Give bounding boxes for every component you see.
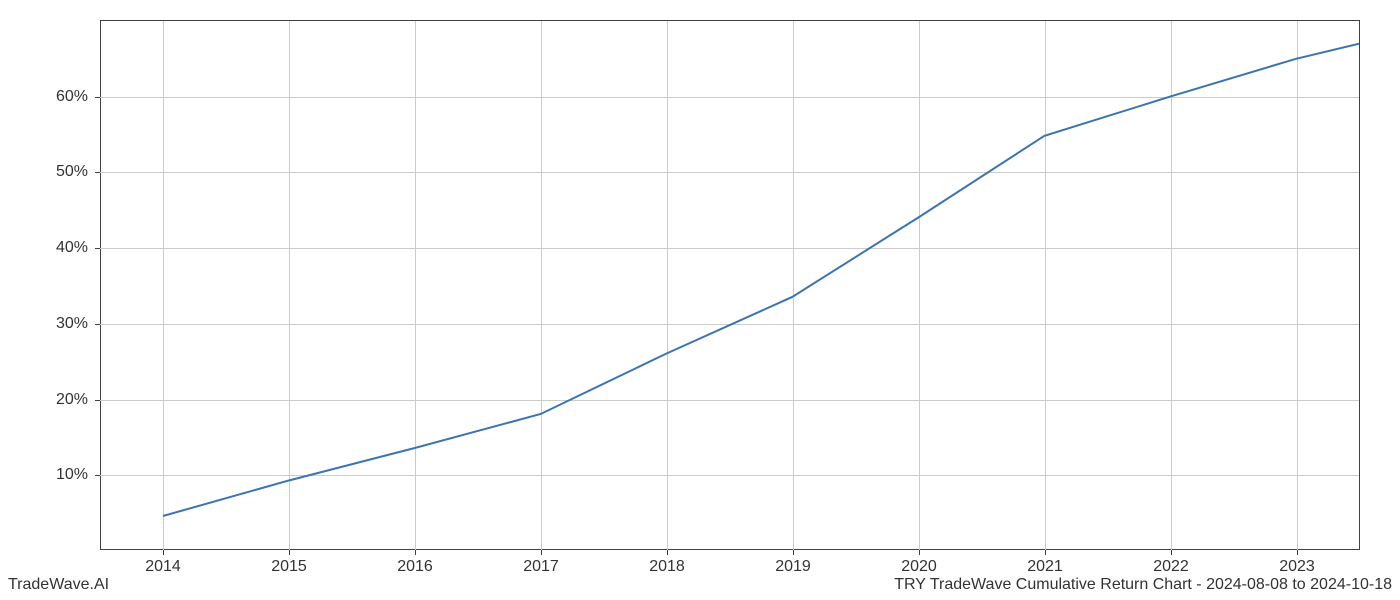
y-tick-label: 30%: [56, 315, 88, 333]
grid-line-horizontal: [100, 248, 1359, 249]
grid-line-horizontal: [100, 400, 1359, 401]
grid-line-horizontal: [100, 475, 1359, 476]
y-tick-label: 50%: [56, 163, 88, 181]
grid-line-vertical: [163, 21, 164, 550]
footer-left-text: TradeWave.AI: [8, 576, 109, 594]
x-tick-label: 2016: [397, 558, 433, 576]
grid-line-horizontal: [100, 172, 1359, 173]
x-tick-label: 2020: [901, 558, 937, 576]
x-tick-mark: [1297, 550, 1298, 555]
grid-line-vertical: [1171, 21, 1172, 550]
x-tick-mark: [415, 550, 416, 555]
x-tick-label: 2018: [649, 558, 685, 576]
x-tick-mark: [793, 550, 794, 555]
grid-line-vertical: [415, 21, 416, 550]
x-tick-mark: [289, 550, 290, 555]
x-tick-label: 2014: [145, 558, 181, 576]
x-tick-label: 2017: [523, 558, 559, 576]
grid-line-vertical: [667, 21, 668, 550]
y-tick-mark: [95, 97, 100, 98]
footer-right-text: TRY TradeWave Cumulative Return Chart - …: [894, 576, 1392, 594]
y-tick-label: 40%: [56, 239, 88, 257]
x-tick-mark: [163, 550, 164, 555]
x-tick-mark: [667, 550, 668, 555]
grid-line-vertical: [289, 21, 290, 550]
grid-line-vertical: [793, 21, 794, 550]
grid-line-vertical: [919, 21, 920, 550]
grid-line-vertical: [541, 21, 542, 550]
line-series: [163, 44, 1359, 516]
y-axis-line: [100, 21, 101, 550]
x-tick-label: 2022: [1153, 558, 1189, 576]
y-tick-mark: [95, 248, 100, 249]
y-tick-mark: [95, 400, 100, 401]
grid-line-horizontal: [100, 97, 1359, 98]
x-tick-label: 2023: [1279, 558, 1315, 576]
grid-line-vertical: [1045, 21, 1046, 550]
y-tick-label: 10%: [56, 466, 88, 484]
y-tick-label: 20%: [56, 391, 88, 409]
chart-container: 2014201520162017201820192020202120222023…: [100, 20, 1360, 550]
grid-line-vertical: [1297, 21, 1298, 550]
x-tick-mark: [1045, 550, 1046, 555]
x-tick-mark: [919, 550, 920, 555]
x-tick-label: 2019: [775, 558, 811, 576]
x-tick-label: 2015: [271, 558, 307, 576]
y-tick-mark: [95, 475, 100, 476]
x-tick-mark: [1171, 550, 1172, 555]
grid-line-horizontal: [100, 324, 1359, 325]
y-tick-mark: [95, 172, 100, 173]
x-tick-label: 2021: [1027, 558, 1063, 576]
x-tick-mark: [541, 550, 542, 555]
y-tick-mark: [95, 324, 100, 325]
plot-area: 2014201520162017201820192020202120222023…: [100, 20, 1360, 550]
y-tick-label: 60%: [56, 88, 88, 106]
